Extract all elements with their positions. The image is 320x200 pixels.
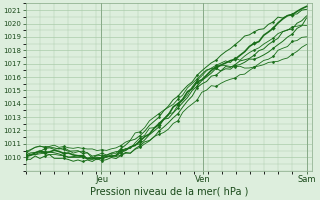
X-axis label: Pression niveau de la mer( hPa ): Pression niveau de la mer( hPa ) bbox=[90, 187, 248, 197]
